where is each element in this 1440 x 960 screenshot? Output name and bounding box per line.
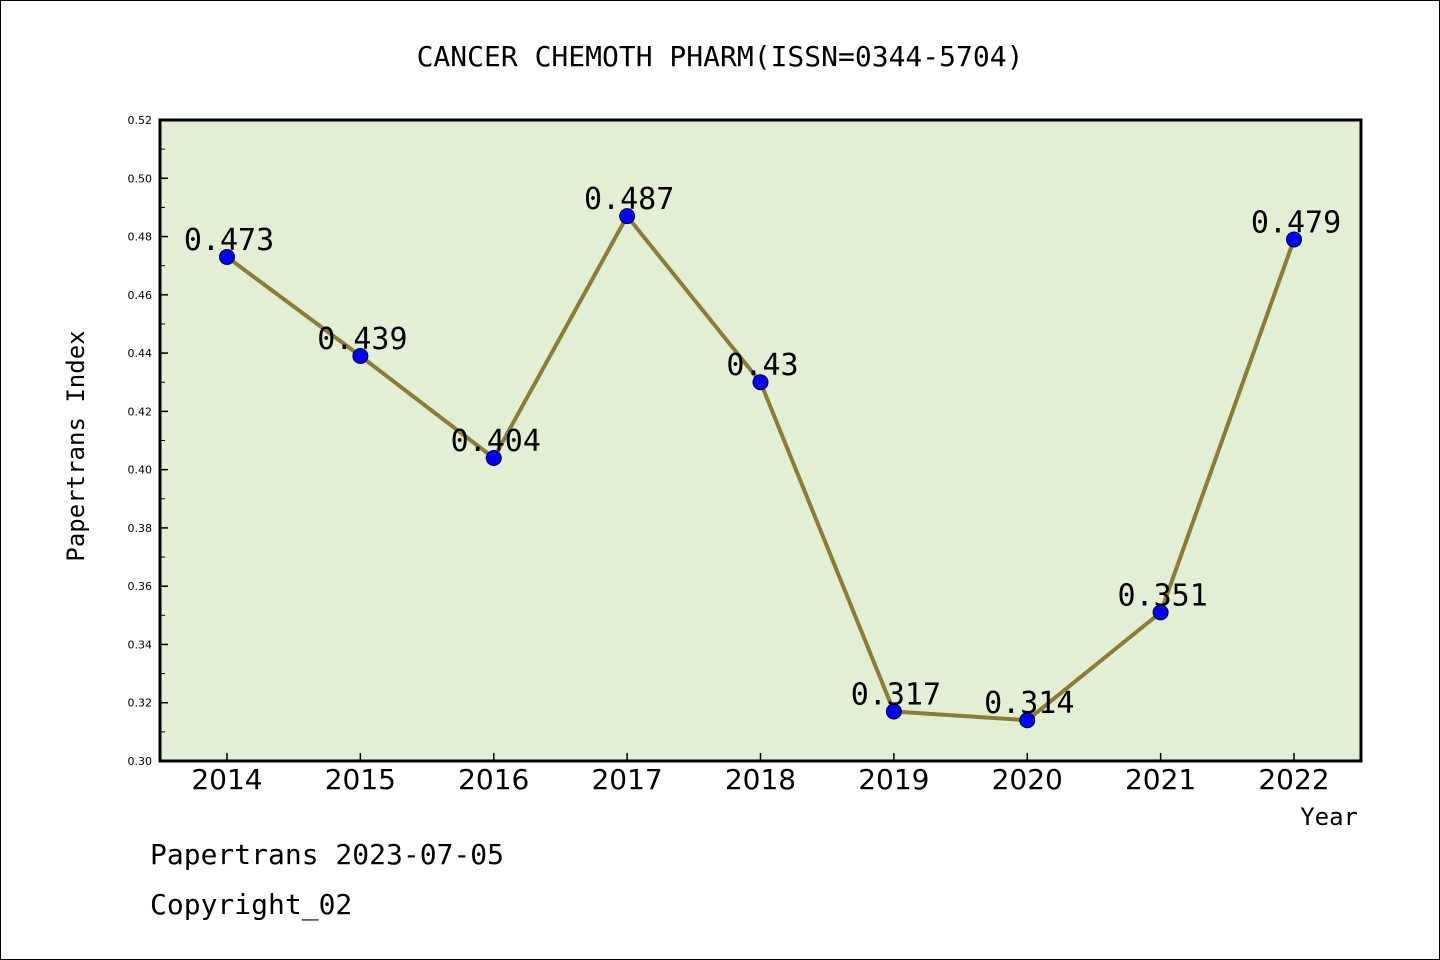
data-point	[352, 348, 369, 365]
y-tick-label: 0.42	[128, 405, 153, 418]
y-tick-label: 0.52	[128, 114, 153, 127]
series-markers	[219, 208, 1302, 729]
x-tick-label: 2022	[1258, 763, 1329, 796]
chart-title: CANCER CHEMOTH PHARM(ISSN=0344-5704)	[417, 40, 1024, 73]
y-tick-label: 0.36	[128, 580, 153, 593]
y-tick-label: 0.48	[128, 231, 153, 244]
y-tick-label: 0.32	[128, 697, 153, 710]
data-label: 0.473	[184, 223, 274, 258]
data-point	[1286, 231, 1302, 248]
y-tick-label: 0.46	[128, 289, 153, 302]
data-point	[885, 703, 902, 720]
data-label: 0.314	[984, 686, 1074, 721]
x-tick-label: 2020	[992, 763, 1063, 796]
y-tick-label: 0.40	[128, 464, 153, 477]
y-tick-label: 0.38	[128, 522, 153, 535]
data-label: 0.439	[317, 322, 407, 357]
data-point	[752, 374, 769, 391]
x-tick-label: 2017	[591, 763, 662, 796]
data-label: 0.487	[584, 182, 674, 217]
plot-area	[160, 120, 1361, 761]
data-label: 0.351	[1117, 578, 1207, 613]
x-tick-label: 2018	[725, 763, 796, 796]
x-tick-label: 2019	[858, 763, 929, 796]
data-labels: 0.473 0.439 0.404 0.487 0.43 0.317 0.314 0.351 0…	[184, 182, 1341, 721]
x-tick-label: 2021	[1125, 763, 1196, 796]
x-axis-label: Year	[1300, 803, 1358, 831]
x-axis: 2014 2015 2016 2017 2018 2019 2020 2021 2022	[191, 753, 1330, 796]
x-tick-label: 2016	[458, 763, 529, 796]
data-label: 0.479	[1251, 205, 1341, 240]
footer-copyright: Copyright_02	[150, 888, 352, 922]
y-tick-label: 0.44	[128, 347, 153, 360]
x-tick-label: 2015	[325, 763, 396, 796]
data-label: 0.317	[851, 677, 941, 712]
plot-border	[158, 118, 1363, 763]
y-tick-label: 0.50	[128, 172, 153, 185]
data-label: 0.404	[451, 424, 541, 459]
data-label: 0.43	[726, 348, 798, 383]
footer-date: Papertrans 2023-07-05	[150, 838, 504, 871]
y-tick-label: 0.34	[128, 638, 153, 651]
data-point	[1152, 604, 1169, 621]
y-tick-label: 0.30	[128, 755, 153, 768]
data-point	[1019, 712, 1036, 729]
x-tick-label: 2014	[191, 763, 262, 796]
data-point	[485, 449, 502, 466]
data-point	[619, 208, 636, 225]
data-point	[219, 248, 235, 265]
y-axis-label: Papertrans Index	[62, 330, 90, 561]
